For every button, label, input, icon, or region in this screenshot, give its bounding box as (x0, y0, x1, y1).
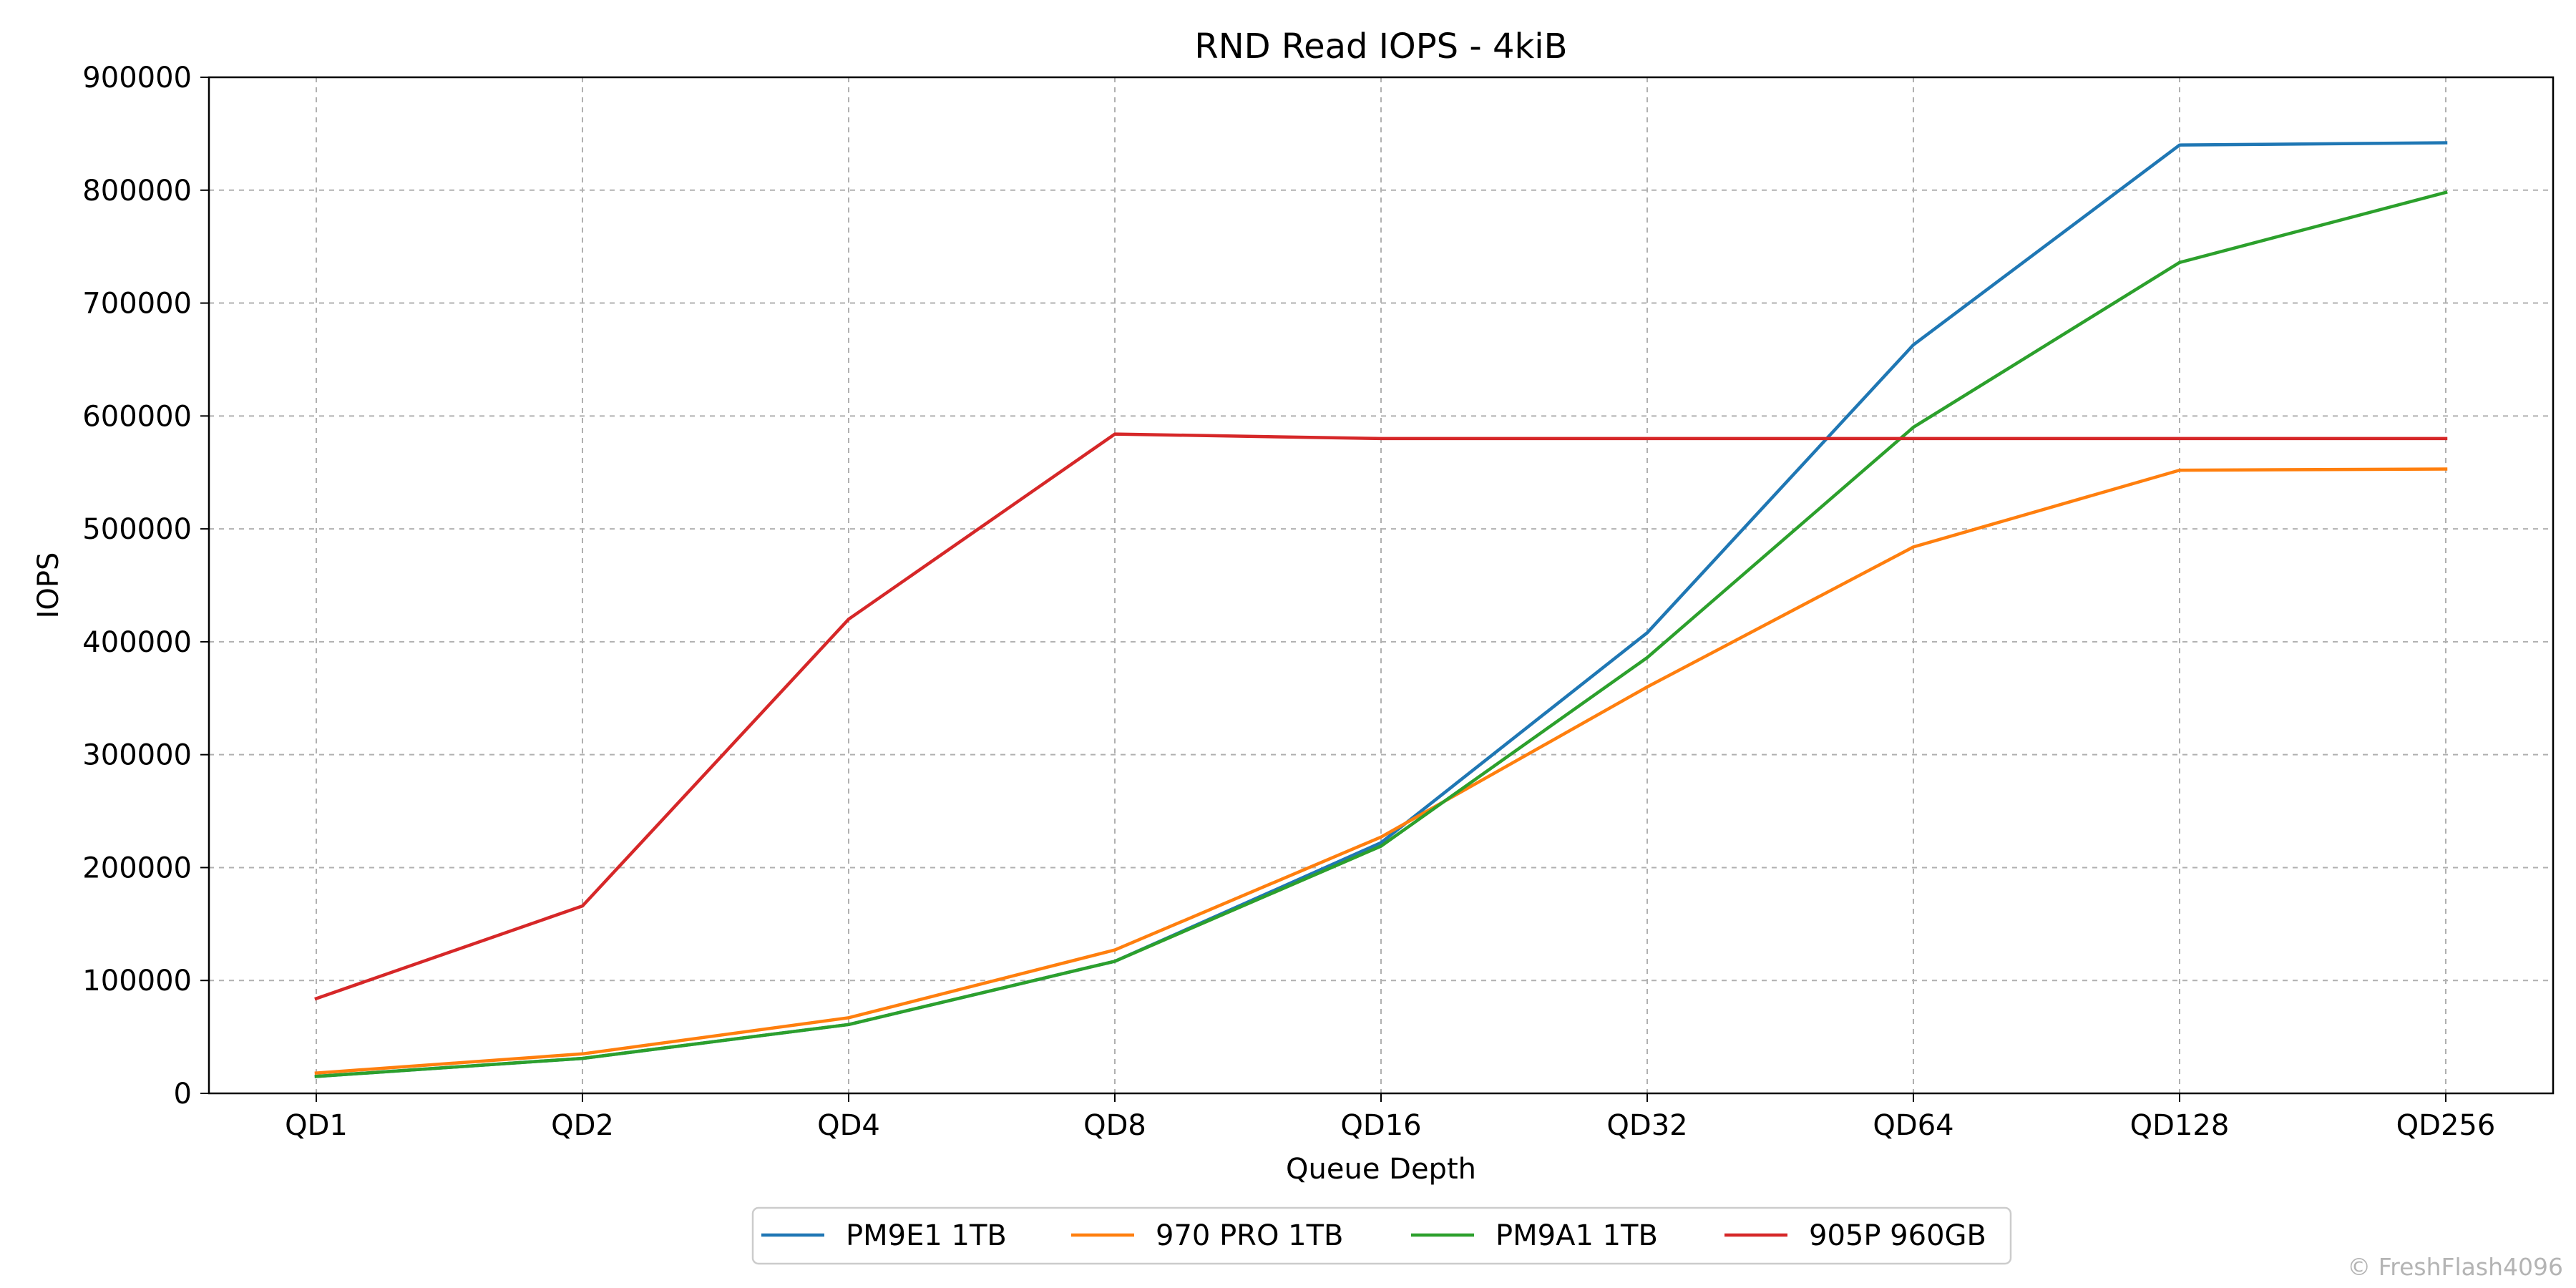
y-tick-label: 200000 (82, 852, 192, 884)
x-tick-label: QD2 (551, 1109, 614, 1142)
y-tick-label: 300000 (82, 739, 192, 772)
y-tick-label: 700000 (82, 288, 192, 321)
legend-label-2: PM9A1 1TB (1496, 1219, 1658, 1252)
x-tick-label: QD8 (1083, 1109, 1146, 1142)
x-tick-label: QD1 (285, 1109, 348, 1142)
series-line-2 (314, 190, 2448, 1078)
x-tick-label: QD64 (1873, 1109, 1953, 1142)
x-axis: QD1 QD2 QD4 QD8 QD16 QD32 QD64 QD128 QD256 (285, 1093, 2495, 1142)
watermark: © FreshFlash4096 (2347, 1253, 2563, 1281)
x-tick-label: QD256 (2396, 1109, 2496, 1142)
chart-title: RND Read IOPS - 4kiB (1194, 26, 1567, 67)
legend: PM9E1 1TB 970 PRO 1TB PM9A1 1TB 905P 960GB (751, 1206, 2012, 1265)
y-tick-label: 600000 (82, 400, 192, 433)
y-tick-label: 400000 (82, 626, 192, 659)
y-axis: 0 100000 200000 300000 400000 500000 600000 700… (82, 62, 209, 1111)
x-axis-label: Queue Depth (1286, 1153, 1476, 1186)
x-tick-label: QD16 (1340, 1109, 1421, 1142)
y-axis-label: IOPS (32, 552, 65, 619)
y-tick-label: 500000 (82, 513, 192, 546)
x-tick-label: QD128 (2130, 1109, 2230, 1142)
y-tick-label: 0 (174, 1078, 192, 1111)
y-tick-label: 800000 (82, 175, 192, 208)
y-tick-label: 100000 (82, 965, 192, 997)
legend-label-1: 970 PRO 1TB (1156, 1219, 1344, 1252)
legend-label-3: 905P 960GB (1809, 1219, 1986, 1252)
legend-label-0: PM9E1 1TB (846, 1219, 1007, 1252)
x-tick-label: QD32 (1606, 1109, 1687, 1142)
series-line-3 (314, 432, 2448, 1001)
series-lines (314, 141, 2448, 1078)
series-line-1 (314, 467, 2448, 1075)
grid (209, 77, 2553, 1094)
y-tick-label: 900000 (82, 62, 192, 94)
x-tick-label: QD4 (817, 1109, 880, 1142)
legend-box (751, 1206, 2012, 1265)
